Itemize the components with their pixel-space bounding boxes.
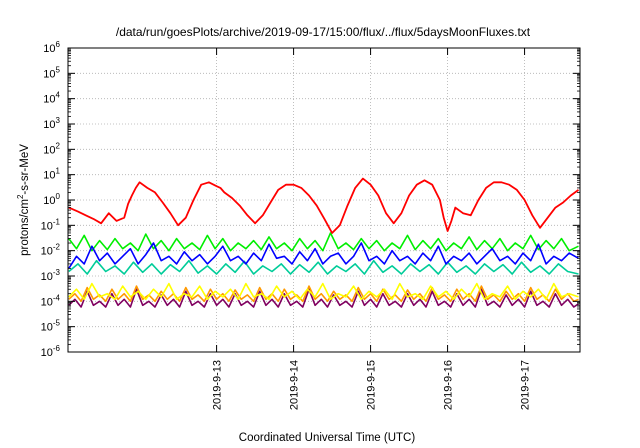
y-tick-label: 105 <box>43 65 60 80</box>
series-line-3 <box>68 259 579 275</box>
series-line-5 <box>68 285 579 303</box>
y-tick-base: 10 <box>43 43 55 55</box>
y-tick-exp: -2 <box>53 243 61 252</box>
y-tick-base: 10 <box>41 246 53 258</box>
y-tick-base: 10 <box>43 119 55 131</box>
y-tick-base: 10 <box>41 271 53 283</box>
x-tick-label: 2019-9-16 <box>443 360 455 410</box>
plot-frame <box>67 47 581 353</box>
x-axis-label: Coordinated Universal Time (UTC) <box>239 432 416 444</box>
y-tick-exp: -3 <box>53 268 61 277</box>
y-tick-exp: -6 <box>53 344 61 353</box>
y-tick-exp: 1 <box>56 167 61 176</box>
y-tick-label: 10-2 <box>41 243 61 258</box>
series-group <box>68 177 580 308</box>
y-axis-ticks: 10-610-510-410-310-210-11001011021031041… <box>41 40 580 359</box>
y-tick-base: 10 <box>41 296 53 308</box>
y-tick-base: 10 <box>43 68 55 80</box>
series-line-0 <box>68 177 580 234</box>
y-tick-label: 10-4 <box>41 293 61 308</box>
y-tick-base: 10 <box>43 94 55 106</box>
x-tick-label: 2019-9-14 <box>289 360 301 410</box>
y-tick-base: 10 <box>43 170 55 182</box>
series-line-4 <box>68 282 579 301</box>
series-line-1 <box>68 232 579 252</box>
y-tick-label: 10-5 <box>41 319 61 334</box>
y-tick-exp: -1 <box>53 217 61 226</box>
y-tick-base: 10 <box>41 322 53 334</box>
y-tick-exp: -4 <box>53 293 61 302</box>
y-tick-label: 101 <box>43 167 60 182</box>
y-tick-base: 10 <box>41 220 53 232</box>
y-tick-exp: 4 <box>56 91 61 100</box>
y-tick-label: 106 <box>43 40 60 55</box>
y-axis-label: protons/cm2-s-sr-MeV <box>16 144 31 256</box>
y-tick-label: 104 <box>43 91 60 106</box>
y-tick-label: 10-1 <box>41 217 61 232</box>
y-tick-label: 10-6 <box>41 344 61 359</box>
x-tick-label: 2019-9-17 <box>520 360 532 410</box>
y-tick-exp: 6 <box>56 40 61 49</box>
y-tick-label: 100 <box>43 192 60 207</box>
series-line-6 <box>68 288 579 308</box>
y-tick-exp: -5 <box>53 319 61 328</box>
y-axis-label-sup: 2 <box>16 194 25 199</box>
y-tick-label: 102 <box>43 141 60 156</box>
y-tick-exp: 3 <box>56 116 61 125</box>
y-tick-base: 10 <box>43 144 55 156</box>
y-axis-label-post: -s-sr-MeV <box>19 144 31 195</box>
y-tick-label: 103 <box>43 116 60 131</box>
grid <box>68 48 580 352</box>
y-tick-exp: 0 <box>56 192 61 201</box>
y-tick-exp: 2 <box>56 141 61 150</box>
x-axis-ticks: 2019-9-13 2019-9-14 2019-9-15 2019-9-16 2019… <box>212 48 532 410</box>
chart-title: /data/run/goesPlots/archive/2019-09-17/1… <box>116 25 531 39</box>
series-line-2 <box>68 242 579 269</box>
x-tick-label: 2019-9-15 <box>366 360 378 410</box>
y-tick-base: 10 <box>41 347 53 359</box>
y-tick-base: 10 <box>43 195 55 207</box>
y-tick-label: 10-3 <box>41 268 61 283</box>
y-tick-exp: 5 <box>56 65 61 74</box>
x-tick-label: 2019-9-13 <box>212 360 224 410</box>
y-axis-label-pre: protons/cm <box>19 199 31 256</box>
